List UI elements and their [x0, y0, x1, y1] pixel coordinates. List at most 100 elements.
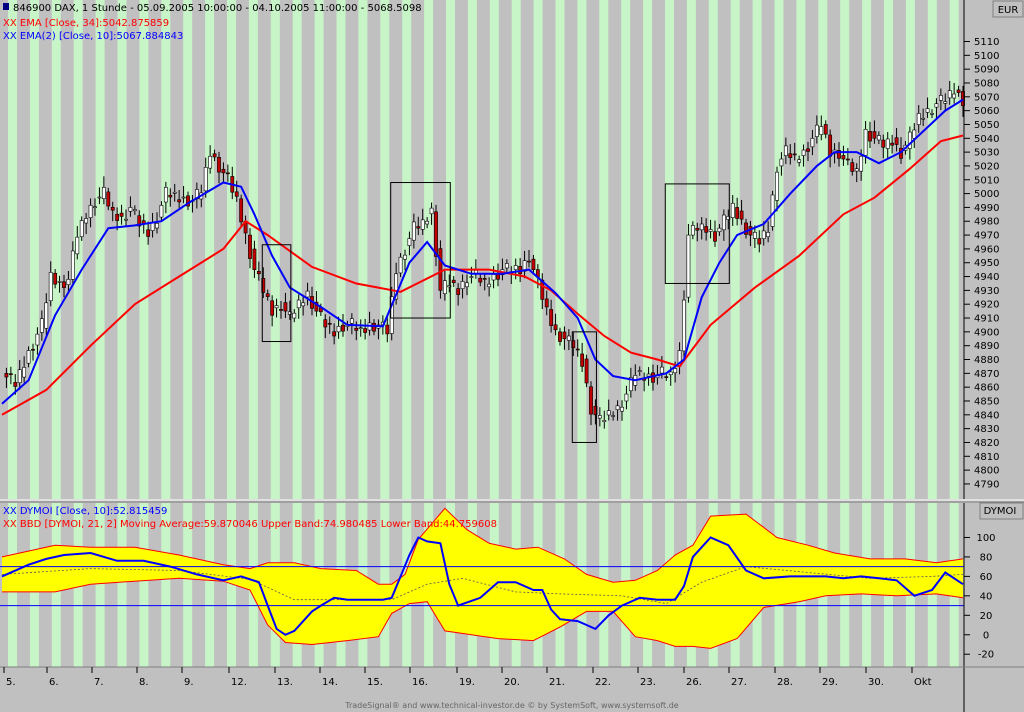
candle-body	[952, 93, 957, 99]
session-stripe	[95, 0, 105, 500]
candle-body	[615, 405, 620, 410]
candle-body	[930, 113, 934, 115]
session-stripe	[489, 0, 499, 500]
price-tick-label: 4930	[974, 286, 999, 297]
candle-body	[859, 155, 864, 172]
candle-body	[837, 150, 841, 159]
candle-body	[527, 260, 531, 263]
session-stripe	[161, 502, 171, 667]
price-tick-label: 5000	[974, 189, 999, 200]
candle-body	[624, 393, 629, 402]
candle-body	[447, 285, 452, 288]
candle-body	[44, 302, 49, 329]
date-tick-label: 9.	[184, 677, 194, 688]
candle-body	[394, 273, 399, 300]
session-stripe	[599, 0, 609, 500]
candle-body	[961, 91, 965, 107]
candle-body	[845, 158, 850, 161]
candle-body	[549, 309, 554, 326]
price-tick-label: 4960	[974, 244, 999, 255]
session-stripe	[686, 0, 696, 500]
dymoi-line	[1, 536, 964, 636]
candle-body	[203, 167, 208, 192]
session-stripe	[292, 0, 302, 500]
candle-body	[792, 153, 797, 156]
price-tick-label: 4950	[974, 258, 999, 269]
session-stripe	[8, 0, 17, 500]
candle-body	[403, 254, 407, 260]
candle-body	[208, 155, 213, 169]
candle-body	[770, 194, 775, 227]
candle-body	[181, 196, 186, 199]
legend-entry: XX BBD [DYMOI, 21, 2] Moving Average:59.…	[3, 519, 497, 530]
candle-body	[584, 358, 589, 384]
candle-body	[217, 157, 221, 173]
candle-body	[186, 195, 190, 207]
session-stripe	[380, 0, 390, 500]
candle-body	[823, 124, 828, 135]
date-tick-label: 5.	[6, 677, 16, 688]
dymoi-axis: -20 0 20 40 60 80 100	[964, 533, 996, 661]
candle-body	[947, 90, 952, 99]
candle-body	[132, 209, 137, 212]
indicator-box	[979, 502, 1024, 520]
candle-body	[57, 281, 62, 283]
candle-body	[757, 238, 762, 245]
candle-body	[22, 367, 27, 378]
candle-body	[115, 214, 120, 221]
candle-body	[332, 331, 337, 337]
dymoi-tick-label: 80	[980, 552, 993, 563]
candlesticks	[4, 80, 965, 429]
candle-body	[721, 214, 726, 231]
candle-body	[801, 149, 806, 156]
candle-body	[717, 227, 722, 233]
candle-body	[172, 191, 177, 194]
candle-body	[398, 256, 403, 274]
date-axis: 5. 6. 7. 8. 9. 12. 13. 14. 15. 16. 19. 20. 21. 22. 23.…	[3, 667, 932, 688]
candle-body	[739, 210, 744, 220]
candle-body	[704, 226, 709, 233]
session-stripe	[183, 0, 193, 500]
session-stripe	[424, 0, 434, 500]
candle-body	[101, 187, 106, 200]
candle-body	[713, 231, 717, 242]
candle-body	[668, 371, 673, 376]
candle-body	[314, 301, 319, 312]
price-tick-label: 5060	[974, 106, 999, 117]
candle-body	[221, 168, 226, 174]
price-axis: 4790 4800 4810 4820 4830 4840 4850 4860 4870 4880…	[964, 37, 999, 490]
candle-body	[124, 218, 128, 221]
candle-body	[695, 227, 700, 231]
session-stripe	[95, 502, 105, 667]
candle-body	[305, 290, 310, 298]
date-tick-label: 13.	[277, 677, 293, 688]
dymoi-plot	[0, 507, 964, 649]
session-stripe	[752, 0, 762, 500]
candle-body	[66, 279, 71, 286]
candle-body	[341, 324, 345, 332]
date-tick-label: 8.	[139, 677, 149, 688]
session-stripe	[314, 0, 324, 500]
candle-body	[682, 299, 686, 352]
legend: 846900 DAX, 1 Stunde - 05.09.2005 10:00:…	[3, 3, 497, 530]
candle-body	[620, 406, 624, 412]
candle-body	[438, 248, 443, 291]
candle-body	[225, 172, 230, 175]
session-stripe	[117, 0, 127, 500]
candle-body	[504, 263, 509, 269]
legend-entry: XX EMA(2) [Close, 10]:5067.884843	[3, 31, 183, 42]
chart-title: 846900 DAX, 1 Stunde - 05.09.2005 10:00:…	[13, 3, 422, 14]
candle-body	[8, 373, 13, 375]
candle-body	[159, 205, 164, 218]
pattern-box	[664, 183, 730, 284]
candle-body	[934, 103, 939, 108]
session-stripe	[205, 0, 215, 500]
candle-body	[690, 225, 695, 236]
candle-body	[752, 232, 757, 239]
date-tick-label: 27.	[731, 677, 747, 688]
candle-body	[956, 89, 961, 93]
candle-body	[97, 196, 102, 199]
session-stripe	[621, 0, 631, 500]
date-tick-label: 29.	[822, 677, 838, 688]
candle-body	[478, 277, 483, 283]
